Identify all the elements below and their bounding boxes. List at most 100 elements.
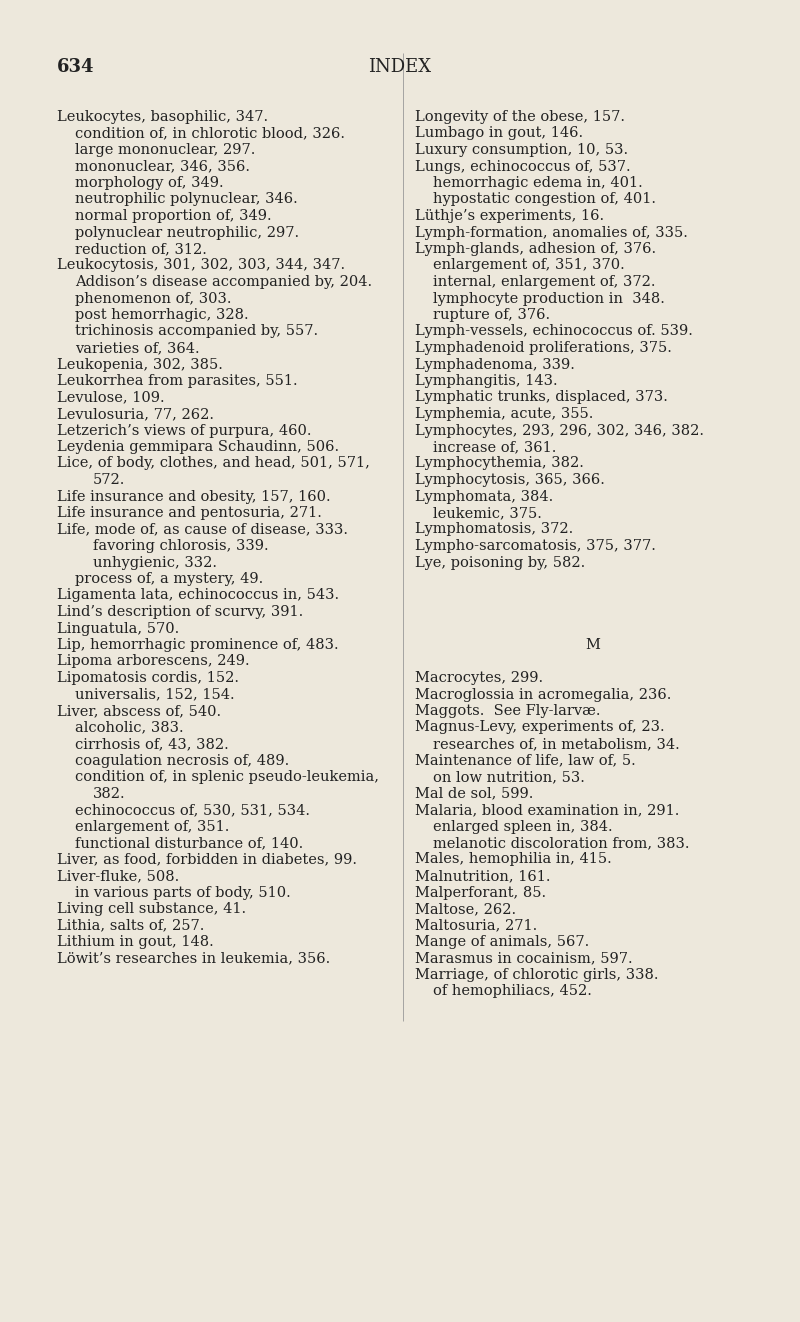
Text: Leukorrhea from parasites, 551.: Leukorrhea from parasites, 551. bbox=[57, 374, 298, 387]
Text: Mal de sol, 599.: Mal de sol, 599. bbox=[415, 787, 534, 801]
Text: Lumbago in gout, 146.: Lumbago in gout, 146. bbox=[415, 127, 583, 140]
Text: mononuclear, 346, 356.: mononuclear, 346, 356. bbox=[75, 160, 250, 173]
Text: Life, mode of, as cause of disease, 333.: Life, mode of, as cause of disease, 333. bbox=[57, 522, 348, 537]
Text: cirrhosis of, 43, 382.: cirrhosis of, 43, 382. bbox=[75, 736, 229, 751]
Text: 572.: 572. bbox=[93, 473, 126, 486]
Text: INDEX: INDEX bbox=[369, 58, 431, 75]
Text: Lymphangitis, 143.: Lymphangitis, 143. bbox=[415, 374, 558, 387]
Text: rupture of, 376.: rupture of, 376. bbox=[433, 308, 550, 323]
Text: Levulose, 109.: Levulose, 109. bbox=[57, 390, 165, 405]
Text: Luxury consumption, 10, 53.: Luxury consumption, 10, 53. bbox=[415, 143, 628, 157]
Text: Leukocytosis, 301, 302, 303, 344, 347.: Leukocytosis, 301, 302, 303, 344, 347. bbox=[57, 259, 345, 272]
Text: Lymphadenoma, 339.: Lymphadenoma, 339. bbox=[415, 357, 575, 371]
Text: Mange of animals, 567.: Mange of animals, 567. bbox=[415, 935, 590, 949]
Text: Lye, poisoning by, 582.: Lye, poisoning by, 582. bbox=[415, 555, 586, 570]
Text: Liver, abscess of, 540.: Liver, abscess of, 540. bbox=[57, 705, 221, 718]
Text: internal, enlargement of, 372.: internal, enlargement of, 372. bbox=[433, 275, 655, 290]
Text: Leydenia gemmipara Schaudinn, 506.: Leydenia gemmipara Schaudinn, 506. bbox=[57, 440, 339, 453]
Text: Liver, as food, forbidden in diabetes, 99.: Liver, as food, forbidden in diabetes, 9… bbox=[57, 853, 357, 866]
Text: Liver-fluke, 508.: Liver-fluke, 508. bbox=[57, 869, 179, 883]
Text: Lip, hemorrhagic prominence of, 483.: Lip, hemorrhagic prominence of, 483. bbox=[57, 639, 338, 652]
Text: lymphocyte production in  348.: lymphocyte production in 348. bbox=[433, 291, 665, 305]
Text: morphology of, 349.: morphology of, 349. bbox=[75, 176, 224, 190]
Text: Longevity of the obese, 157.: Longevity of the obese, 157. bbox=[415, 110, 625, 124]
Text: Lymph-vessels, echinococcus of. 539.: Lymph-vessels, echinococcus of. 539. bbox=[415, 324, 693, 338]
Text: Lipoma arborescens, 249.: Lipoma arborescens, 249. bbox=[57, 654, 250, 669]
Text: Lymph-glands, adhesion of, 376.: Lymph-glands, adhesion of, 376. bbox=[415, 242, 656, 256]
Text: Lithia, salts of, 257.: Lithia, salts of, 257. bbox=[57, 919, 204, 932]
Text: Levulosuria, 77, 262.: Levulosuria, 77, 262. bbox=[57, 407, 214, 420]
Text: Lympho-sarcomatosis, 375, 377.: Lympho-sarcomatosis, 375, 377. bbox=[415, 539, 656, 553]
Text: process of, a mystery, 49.: process of, a mystery, 49. bbox=[75, 572, 263, 586]
Text: Maltosuria, 271.: Maltosuria, 271. bbox=[415, 919, 538, 932]
Text: Marasmus in cocainism, 597.: Marasmus in cocainism, 597. bbox=[415, 952, 633, 965]
Text: Ligamenta lata, echinococcus in, 543.: Ligamenta lata, echinococcus in, 543. bbox=[57, 588, 339, 603]
Text: coagulation necrosis of, 489.: coagulation necrosis of, 489. bbox=[75, 754, 290, 768]
Text: Maltose, 262.: Maltose, 262. bbox=[415, 902, 516, 916]
Text: Maintenance of life, law of, 5.: Maintenance of life, law of, 5. bbox=[415, 754, 636, 768]
Text: enlarged spleen in, 384.: enlarged spleen in, 384. bbox=[433, 820, 613, 833]
Text: Lipomatosis cordis, 152.: Lipomatosis cordis, 152. bbox=[57, 672, 239, 685]
Text: leukemic, 375.: leukemic, 375. bbox=[433, 506, 542, 520]
Text: condition of, in chlorotic blood, 326.: condition of, in chlorotic blood, 326. bbox=[75, 127, 345, 140]
Text: Lithium in gout, 148.: Lithium in gout, 148. bbox=[57, 935, 214, 949]
Text: unhygienic, 332.: unhygienic, 332. bbox=[93, 555, 217, 570]
Text: Addison’s disease accompanied by, 204.: Addison’s disease accompanied by, 204. bbox=[75, 275, 372, 290]
Text: hemorrhagic edema in, 401.: hemorrhagic edema in, 401. bbox=[433, 176, 642, 190]
Text: large mononuclear, 297.: large mononuclear, 297. bbox=[75, 143, 255, 157]
Text: Löwit’s researches in leukemia, 356.: Löwit’s researches in leukemia, 356. bbox=[57, 952, 330, 965]
Text: universalis, 152, 154.: universalis, 152, 154. bbox=[75, 687, 234, 702]
Text: Letzerich’s views of purpura, 460.: Letzerich’s views of purpura, 460. bbox=[57, 423, 311, 438]
Text: in various parts of body, 510.: in various parts of body, 510. bbox=[75, 886, 290, 899]
Text: Living cell substance, 41.: Living cell substance, 41. bbox=[57, 902, 246, 916]
Text: reduction of, 312.: reduction of, 312. bbox=[75, 242, 207, 256]
Text: Malaria, blood examination in, 291.: Malaria, blood examination in, 291. bbox=[415, 802, 679, 817]
Text: Lüthje’s experiments, 16.: Lüthje’s experiments, 16. bbox=[415, 209, 604, 223]
Text: increase of, 361.: increase of, 361. bbox=[433, 440, 556, 453]
Text: Lymph-formation, anomalies of, 335.: Lymph-formation, anomalies of, 335. bbox=[415, 226, 688, 239]
Text: Lymphocytes, 293, 296, 302, 346, 382.: Lymphocytes, 293, 296, 302, 346, 382. bbox=[415, 423, 704, 438]
Text: Lymphomata, 384.: Lymphomata, 384. bbox=[415, 489, 554, 504]
Text: Lymphadenoid proliferations, 375.: Lymphadenoid proliferations, 375. bbox=[415, 341, 672, 356]
Text: Life insurance and pentosuria, 271.: Life insurance and pentosuria, 271. bbox=[57, 506, 322, 520]
Text: Lymphomatosis, 372.: Lymphomatosis, 372. bbox=[415, 522, 574, 537]
Text: M: M bbox=[585, 639, 600, 652]
Text: Macroglossia in acromegalia, 236.: Macroglossia in acromegalia, 236. bbox=[415, 687, 671, 702]
Text: varieties of, 364.: varieties of, 364. bbox=[75, 341, 200, 356]
Text: neutrophilic polynuclear, 346.: neutrophilic polynuclear, 346. bbox=[75, 193, 298, 206]
Text: phenomenon of, 303.: phenomenon of, 303. bbox=[75, 291, 231, 305]
Text: favoring chlorosis, 339.: favoring chlorosis, 339. bbox=[93, 539, 269, 553]
Text: Marriage, of chlorotic girls, 338.: Marriage, of chlorotic girls, 338. bbox=[415, 968, 658, 982]
Text: condition of, in splenic pseudo-leukemia,: condition of, in splenic pseudo-leukemia… bbox=[75, 769, 379, 784]
Text: 634: 634 bbox=[57, 58, 94, 75]
Text: of hemophiliacs, 452.: of hemophiliacs, 452. bbox=[433, 985, 592, 998]
Text: Macrocytes, 299.: Macrocytes, 299. bbox=[415, 672, 543, 685]
Text: Maggots.  See Fly-larvæ.: Maggots. See Fly-larvæ. bbox=[415, 705, 601, 718]
Text: post hemorrhagic, 328.: post hemorrhagic, 328. bbox=[75, 308, 249, 323]
Text: Lungs, echinococcus of, 537.: Lungs, echinococcus of, 537. bbox=[415, 160, 630, 173]
Text: Lice, of body, clothes, and head, 501, 571,: Lice, of body, clothes, and head, 501, 5… bbox=[57, 456, 370, 471]
Text: Leukocytes, basophilic, 347.: Leukocytes, basophilic, 347. bbox=[57, 110, 268, 124]
Text: Linguatula, 570.: Linguatula, 570. bbox=[57, 621, 179, 636]
Text: trichinosis accompanied by, 557.: trichinosis accompanied by, 557. bbox=[75, 324, 318, 338]
Text: enlargement of, 351, 370.: enlargement of, 351, 370. bbox=[433, 259, 625, 272]
Text: Magnus-Levy, experiments of, 23.: Magnus-Levy, experiments of, 23. bbox=[415, 720, 665, 735]
Text: 382.: 382. bbox=[93, 787, 126, 801]
Text: Lymphatic trunks, displaced, 373.: Lymphatic trunks, displaced, 373. bbox=[415, 390, 668, 405]
Text: researches of, in metabolism, 34.: researches of, in metabolism, 34. bbox=[433, 736, 680, 751]
Text: Malperforant, 85.: Malperforant, 85. bbox=[415, 886, 546, 899]
Text: normal proportion of, 349.: normal proportion of, 349. bbox=[75, 209, 272, 223]
Text: echinococcus of, 530, 531, 534.: echinococcus of, 530, 531, 534. bbox=[75, 802, 310, 817]
Text: enlargement of, 351.: enlargement of, 351. bbox=[75, 820, 230, 833]
Text: on low nutrition, 53.: on low nutrition, 53. bbox=[433, 769, 585, 784]
Text: Lymphocythemia, 382.: Lymphocythemia, 382. bbox=[415, 456, 584, 471]
Text: Leukopenia, 302, 385.: Leukopenia, 302, 385. bbox=[57, 357, 223, 371]
Text: hypostatic congestion of, 401.: hypostatic congestion of, 401. bbox=[433, 193, 656, 206]
Text: Lymphocytosis, 365, 366.: Lymphocytosis, 365, 366. bbox=[415, 473, 605, 486]
Text: Malnutrition, 161.: Malnutrition, 161. bbox=[415, 869, 550, 883]
Text: melanotic discoloration from, 383.: melanotic discoloration from, 383. bbox=[433, 836, 690, 850]
Text: polynuclear neutrophilic, 297.: polynuclear neutrophilic, 297. bbox=[75, 226, 299, 239]
Text: Males, hemophilia in, 415.: Males, hemophilia in, 415. bbox=[415, 853, 612, 866]
Text: Lymphemia, acute, 355.: Lymphemia, acute, 355. bbox=[415, 407, 594, 420]
Text: Lind’s description of scurvy, 391.: Lind’s description of scurvy, 391. bbox=[57, 605, 303, 619]
